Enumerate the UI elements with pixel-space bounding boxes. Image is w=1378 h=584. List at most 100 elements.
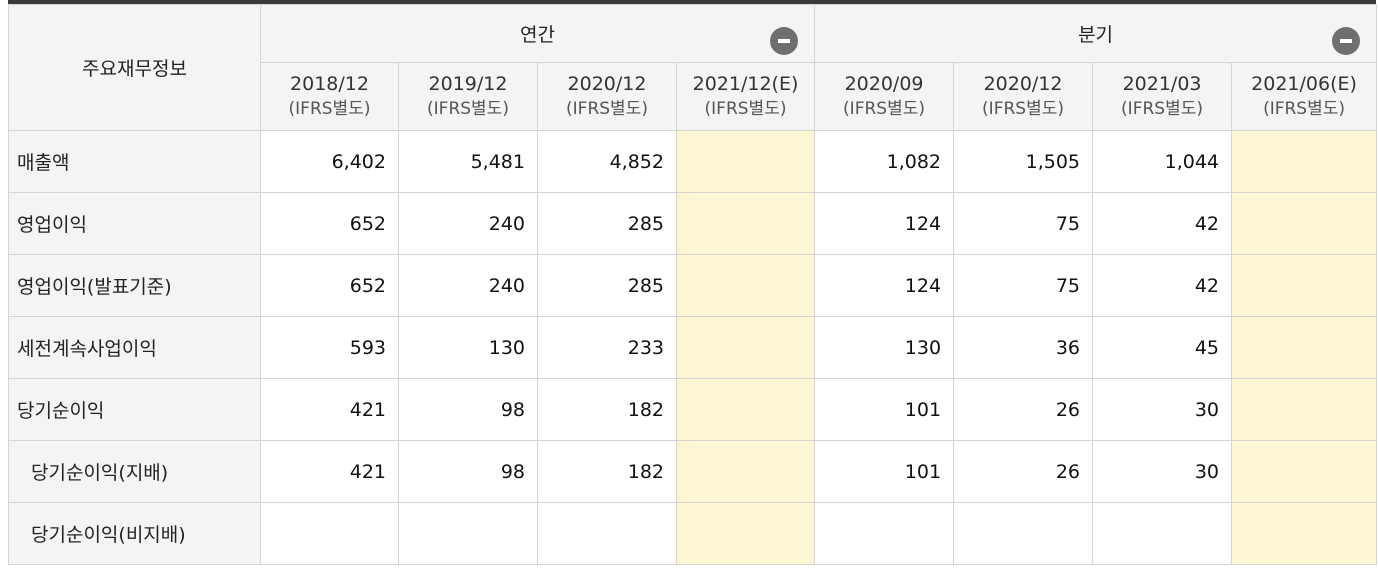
period-header: 2018/12 (IFRS별도) — [260, 62, 399, 131]
table-row: 영업이익(발표기준) 652 240 285 124 75 42 — [8, 254, 1378, 317]
value-cell: 26 — [953, 440, 1094, 503]
period-basis: (IFRS별도) — [566, 98, 648, 119]
value-cell: 130 — [814, 316, 955, 379]
value-cell: 652 — [260, 254, 399, 317]
value-cell: 6,402 — [260, 130, 399, 193]
value-cell: 124 — [814, 192, 955, 255]
table-body: 매출액 6,402 5,481 4,852 1,082 1,505 1,044 … — [8, 130, 1378, 565]
value-cell: 101 — [814, 378, 955, 441]
value-cell: 124 — [814, 254, 955, 317]
value-cell — [398, 502, 538, 565]
quarter-label: 분기 — [1078, 24, 1114, 46]
estimate-cell — [1231, 254, 1378, 317]
value-cell: 36 — [953, 316, 1094, 379]
period-date: 2021/12(E) — [692, 73, 799, 96]
collapse-quarter-minus-icon[interactable] — [1332, 27, 1361, 55]
period-basis: (IFRS별도) — [704, 98, 787, 119]
table-row: 세전계속사업이익 593 130 233 130 36 45 — [8, 316, 1378, 379]
row-label: 매출액 — [8, 130, 261, 193]
value-cell: 26 — [953, 378, 1094, 441]
estimate-cell — [1231, 192, 1378, 255]
row-label-header: 주요재무정보 — [8, 4, 261, 131]
estimate-cell — [675, 192, 816, 255]
estimate-cell — [675, 502, 816, 565]
value-cell: 101 — [814, 440, 955, 503]
financial-summary-table-container: 주요재무정보 연간 분기 2018/12 (IFRS별도) 2019/12 (IFR… — [8, 0, 1378, 565]
period-header: 2021/03 (IFRS별도) — [1092, 62, 1233, 131]
estimate-cell — [1231, 378, 1378, 441]
table-row: 매출액 6,402 5,481 4,852 1,082 1,505 1,044 — [8, 130, 1378, 193]
value-cell: 4,852 — [537, 130, 677, 193]
estimate-cell — [675, 440, 816, 503]
value-cell: 1,044 — [1092, 130, 1233, 193]
value-cell — [953, 502, 1094, 565]
value-cell: 421 — [260, 378, 399, 441]
value-cell: 240 — [398, 254, 538, 317]
estimate-cell — [675, 254, 816, 317]
collapse-annual-minus-icon[interactable] — [770, 27, 799, 55]
estimate-cell — [1231, 440, 1378, 503]
value-cell: 652 — [260, 192, 399, 255]
estimate-cell — [1231, 130, 1378, 193]
value-cell: 30 — [1092, 440, 1233, 503]
estimate-cell — [1231, 316, 1378, 379]
table-row: 당기순이익(비지배) — [8, 502, 1378, 565]
value-cell: 1,505 — [953, 130, 1094, 193]
annual-label: 연간 — [520, 24, 555, 46]
value-cell: 285 — [537, 192, 677, 255]
period-basis: (IFRS별도) — [843, 98, 925, 119]
value-cell — [814, 502, 955, 565]
period-header: 2020/12 (IFRS별도) — [537, 62, 677, 131]
period-header: 2021/12(E) (IFRS별도) — [675, 62, 816, 131]
period-header: 2019/12 (IFRS별도) — [398, 62, 538, 131]
value-cell: 240 — [398, 192, 538, 255]
estimate-cell — [1231, 502, 1378, 565]
row-label: 당기순이익(비지배) — [8, 502, 261, 565]
value-cell: 42 — [1092, 192, 1233, 255]
value-cell — [537, 502, 677, 565]
value-cell: 130 — [398, 316, 538, 379]
value-cell: 45 — [1092, 316, 1233, 379]
value-cell: 42 — [1092, 254, 1233, 317]
row-label: 영업이익 — [8, 192, 261, 255]
value-cell: 182 — [537, 440, 677, 503]
period-basis: (IFRS별도) — [1263, 98, 1346, 119]
value-cell — [1092, 502, 1233, 565]
table-row: 당기순이익 421 98 182 101 26 30 — [8, 378, 1378, 441]
period-header: 2020/09 (IFRS별도) — [814, 62, 955, 131]
value-cell: 98 — [398, 378, 538, 441]
period-header: 2021/06(E) (IFRS별도) — [1231, 62, 1378, 131]
estimate-cell — [675, 378, 816, 441]
value-cell: 285 — [537, 254, 677, 317]
period-date: 2021/03 — [1122, 73, 1202, 96]
period-basis: (IFRS별도) — [1121, 98, 1203, 119]
financial-summary-table: 주요재무정보 연간 분기 2018/12 (IFRS별도) 2019/12 (IFR… — [8, 4, 1378, 565]
value-cell: 182 — [537, 378, 677, 441]
value-cell: 75 — [953, 254, 1094, 317]
period-date: 2020/12 — [567, 73, 647, 96]
period-date: 2018/12 — [290, 73, 369, 96]
value-cell: 593 — [260, 316, 399, 379]
row-label: 영업이익(발표기준) — [8, 254, 261, 317]
value-cell: 98 — [398, 440, 538, 503]
value-cell: 30 — [1092, 378, 1233, 441]
estimate-cell — [675, 130, 816, 193]
quarter-group-header: 분기 — [814, 4, 1378, 63]
period-header: 2020/12 (IFRS별도) — [953, 62, 1094, 131]
value-cell — [260, 502, 399, 565]
table-row: 당기순이익(지배) 421 98 182 101 26 30 — [8, 440, 1378, 503]
row-label: 당기순이익 — [8, 378, 261, 441]
period-date: 2020/09 — [844, 73, 924, 96]
estimate-cell — [675, 316, 816, 379]
period-basis: (IFRS별도) — [982, 98, 1064, 119]
period-basis: (IFRS별도) — [427, 98, 509, 119]
period-basis: (IFRS별도) — [288, 98, 371, 119]
period-date: 2019/12 — [428, 73, 508, 96]
row-label: 당기순이익(지배) — [8, 440, 261, 503]
period-date: 2020/12 — [983, 73, 1063, 96]
annual-group-header: 연간 — [259, 4, 816, 63]
value-cell: 233 — [537, 316, 677, 379]
period-date: 2021/06(E) — [1251, 73, 1357, 96]
value-cell: 75 — [953, 192, 1094, 255]
table-row: 영업이익 652 240 285 124 75 42 — [8, 192, 1378, 255]
